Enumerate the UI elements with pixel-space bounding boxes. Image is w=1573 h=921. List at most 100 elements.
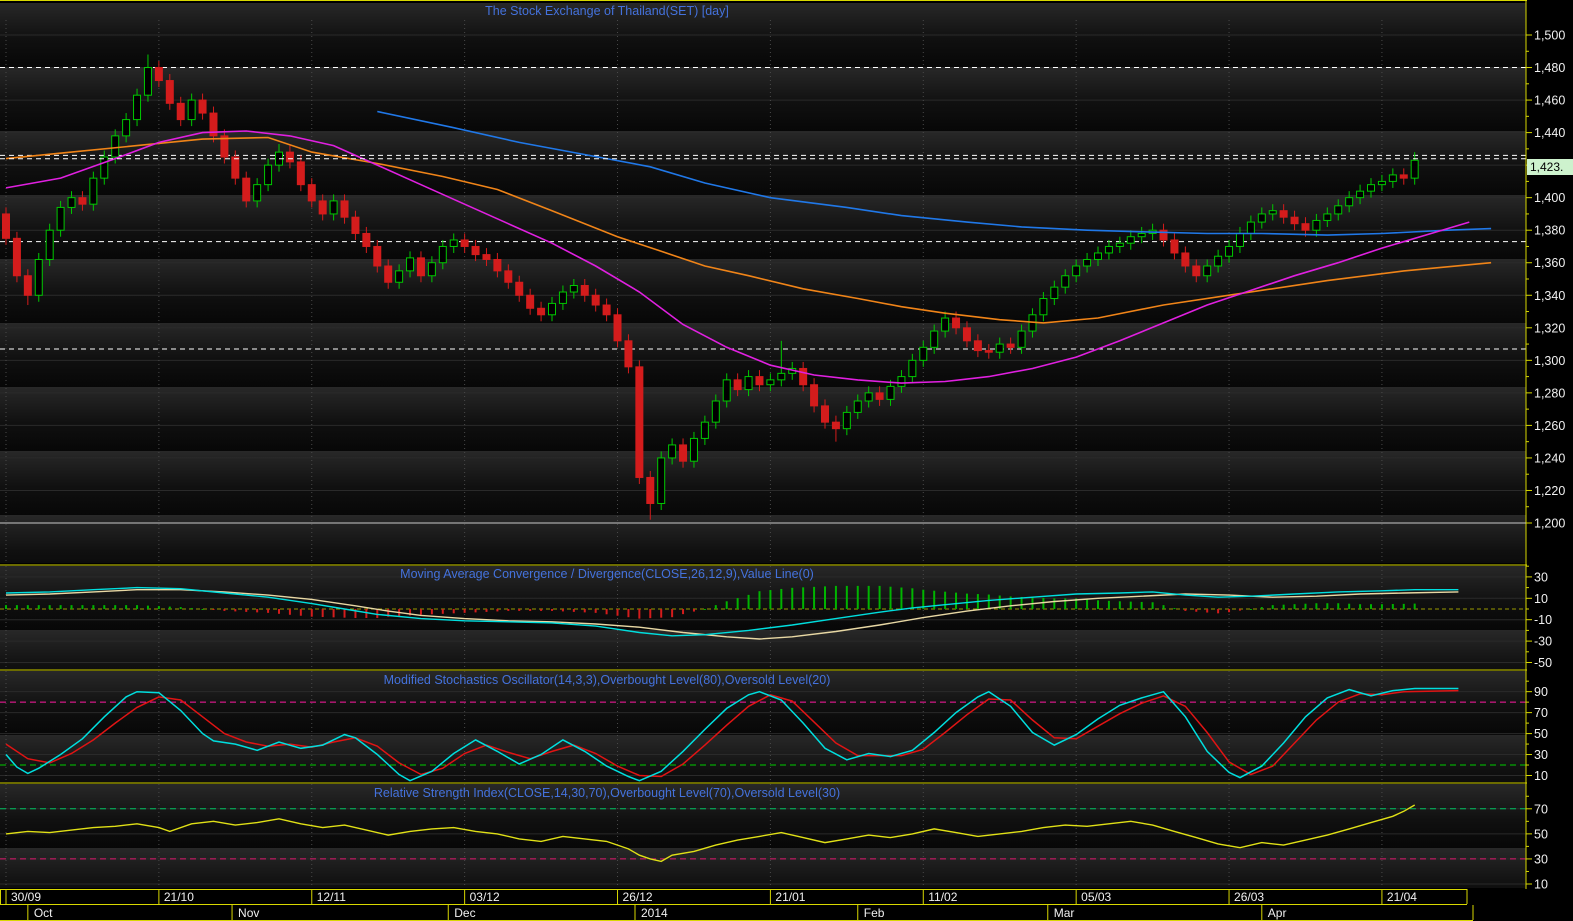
macd-axis-label: -10 [1534,613,1552,627]
macd-signal-line [5,589,1459,640]
candle-body [1159,229,1168,241]
macd-histogram-bar [1348,603,1351,609]
candle-body [1367,184,1375,192]
macd-histogram-bar [529,609,532,611]
macd-line [5,586,1459,637]
macd-histogram-bar [649,609,652,619]
candle-body [569,285,578,293]
month-label: Nov [238,906,259,920]
macd-histogram-bar [1260,607,1263,609]
candle-body [1290,216,1299,225]
macd-histogram-bar [365,609,368,618]
stoch-axis-label: 90 [1534,685,1548,699]
candle-body [56,206,65,231]
macd-histogram-bar [507,609,510,611]
macd-histogram-bar [1380,604,1383,609]
candle-body [831,421,840,430]
macd-histogram-bar [1075,598,1078,609]
macd-histogram-bar [1107,600,1110,609]
date-tick-label: 21/01 [775,890,805,904]
candle-body [1170,239,1179,254]
candle-body [438,245,447,264]
candle-body [810,384,819,407]
candle-body [1192,265,1201,277]
rsi-panel-title: Relative Strength Index(CLOSE,14,30,70),… [373,786,841,800]
candle-body [416,257,425,277]
macd-histogram-bar [26,605,29,609]
macd-histogram-bar [114,605,117,609]
candle-body [908,359,917,378]
candle-body [176,102,185,121]
candle-body [1104,245,1113,254]
candle-body [1399,174,1408,179]
candle-body [941,317,950,332]
macd-histogram-bar [889,586,892,609]
macd-histogram-bar [834,585,837,609]
macd-histogram-bar [419,609,422,615]
macd-histogram-bar [682,609,685,615]
candle-body [351,216,360,234]
candle-body [1115,242,1124,247]
candle-body [1214,255,1223,267]
macd-histogram-bar [136,605,139,609]
macd-histogram-bar [1271,605,1274,609]
macd-histogram-bar [845,585,848,609]
candle-body [864,392,873,402]
macd-histogram-bar [496,609,499,612]
candle-body [537,307,546,316]
macd-histogram-bar [288,609,291,615]
macd-histogram-bar [190,608,193,610]
candle-body [602,304,611,316]
macd-histogram-bar [780,588,783,609]
macd-histogram-bar [103,605,106,609]
candle-body [78,197,87,205]
candle-body [842,411,851,430]
macd-histogram-bar [125,605,128,609]
candle-body [930,330,939,348]
candle-body [253,184,262,202]
macd-histogram-bar [5,605,7,609]
candle-body [34,258,43,296]
candle-body [657,457,666,504]
candle-body [548,302,556,316]
macd-histogram-bar [583,609,586,613]
candle-body [285,151,294,163]
candle-body [1050,286,1059,300]
candle-body [580,285,589,296]
rsi-axis-label: 30 [1534,852,1548,866]
month-label: Mar [1054,906,1075,920]
stoch-axis-label: 70 [1534,706,1548,720]
stoch-d-line [5,689,1459,778]
macd-histogram-bar [1020,596,1023,609]
macd-histogram-bar [551,609,553,611]
candle-body [1388,174,1397,182]
macd-histogram-bar [922,589,925,609]
macd-histogram-bar [747,594,750,609]
candle-body [875,392,884,400]
macd-panel-background [0,566,1526,669]
macd-histogram-bar [310,609,313,617]
candle-body [154,67,163,82]
candle-body [1235,232,1244,247]
macd-histogram-bar [212,609,215,610]
macd-histogram-bar [856,585,859,609]
month-label: Dec [454,906,475,920]
macd-histogram-bar [1042,597,1045,609]
stoch-panel-background [0,671,1526,782]
price-axis-label: 1,340 [1534,289,1565,303]
candle-body [711,400,720,423]
candle-body [2,213,10,239]
candle-body [1203,265,1212,277]
candle-body [821,405,829,423]
macd-histogram-bar [594,609,597,613]
macd-histogram-bar [1293,604,1296,609]
rsi-axis-label: 50 [1534,827,1548,841]
macd-histogram-bar [518,609,521,611]
macd-histogram-bar [769,590,772,609]
macd-histogram-bar [1326,603,1329,609]
macd-histogram-bar [48,605,51,609]
macd-histogram-bar [387,609,390,617]
candle-body [1181,252,1190,267]
